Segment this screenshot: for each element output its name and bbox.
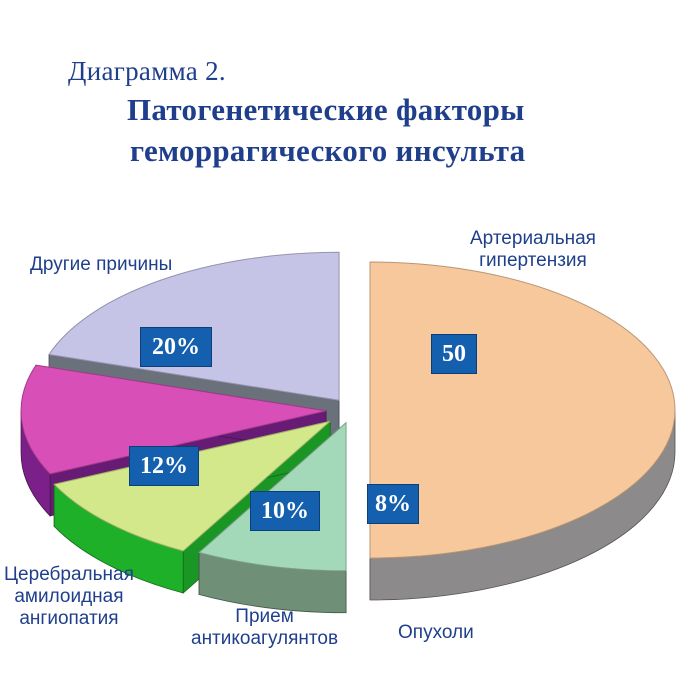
pie-slice-4-top [48, 251, 340, 401]
pie-slice-2-top [53, 420, 331, 552]
value-badge-other-causes: 20% [140, 327, 212, 367]
value-badge-cerebral-amyloid-angiopathy: 12% [129, 446, 199, 486]
chart-title-line-2: геморрагического инсульта [130, 133, 526, 168]
label-tumors: Опухоли [398, 622, 474, 643]
value-badge-arterial-hypertension: 50 [431, 334, 477, 374]
value-badge-anticoagulants: 10% [250, 491, 320, 531]
label-cerebral-amyloid-angiopathy: Церебральная амилоидная ангиопатия [4, 564, 134, 629]
label-arterial-hypertension: Артериальная гипертензия [470, 228, 596, 271]
chart-title-line-1: Патогенетические факторы [127, 92, 525, 127]
value-badge-tumors: 8% [367, 484, 419, 524]
label-anticoagulants: Прием антикоагулянтов [191, 606, 339, 649]
pie-slice-3-top [20, 364, 327, 475]
pie-slice-0 [369, 261, 676, 601]
diagram-number: Диаграмма 2. [68, 56, 226, 86]
label-other-causes: Другие причины [30, 254, 173, 275]
